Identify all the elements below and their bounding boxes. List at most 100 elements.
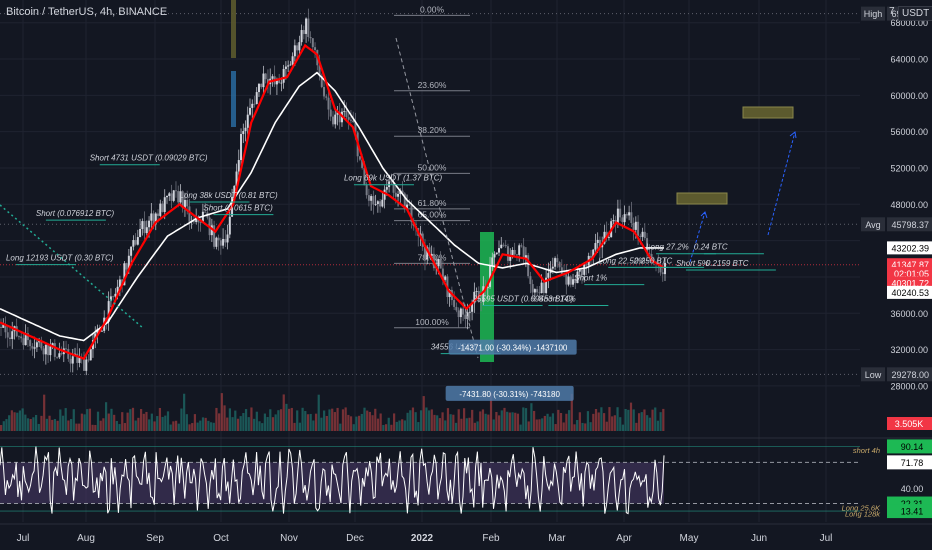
candle-body[interactable] [630,212,633,224]
candle-body[interactable] [20,336,23,339]
candle-body[interactable] [305,18,308,34]
candle-body[interactable] [325,96,328,98]
candle-body[interactable] [22,338,25,346]
candle-body[interactable] [228,216,231,235]
candle-body[interactable] [500,244,503,249]
candle-body[interactable] [71,356,74,364]
candle-body[interactable] [349,119,352,121]
candle-body[interactable] [17,336,20,338]
candle-body[interactable] [58,353,61,358]
candle-body[interactable] [235,171,238,186]
candle-body[interactable] [2,324,5,328]
candle-body[interactable] [542,282,545,293]
candle-body[interactable] [401,190,404,194]
candle-body[interactable] [509,255,512,261]
candle-body[interactable] [192,221,195,223]
candle-body[interactable] [390,181,393,183]
candle-body[interactable] [163,197,166,212]
candle-body[interactable] [327,97,330,110]
candle-body[interactable] [598,239,601,248]
candle-body[interactable] [372,196,375,205]
candle-body[interactable] [639,235,642,237]
candle-body[interactable] [217,237,220,241]
candle-body[interactable] [383,189,386,200]
candle-body[interactable] [520,245,523,247]
candle-body[interactable] [468,311,471,313]
candle-body[interactable] [179,191,182,203]
price-axis-label[interactable]: 56000.00 [890,127,928,137]
candle-body[interactable] [392,182,395,193]
candle-body[interactable] [278,79,281,84]
candle-body[interactable] [354,122,357,133]
candle-body[interactable] [255,92,258,105]
candle-body[interactable] [246,114,249,128]
candle-body[interactable] [556,258,559,263]
candle-body[interactable] [554,258,557,267]
candle-body[interactable] [320,75,323,88]
candle-body[interactable] [253,103,256,105]
candle-body[interactable] [332,116,334,125]
candle-body[interactable] [271,76,274,79]
candle-body[interactable] [159,203,162,216]
candle-body[interactable] [177,191,180,203]
price-axis-label[interactable]: 60000.00 [890,91,928,101]
candle-body[interactable] [152,213,155,224]
candle-body[interactable] [118,279,121,287]
candle-body[interactable] [480,301,483,303]
candle-body[interactable] [24,333,27,346]
candle-body[interactable] [603,231,606,244]
candle-body[interactable] [29,340,32,347]
candle-body[interactable] [311,38,314,48]
candle-body[interactable] [367,195,370,201]
candle-body[interactable] [592,249,595,258]
candle-body[interactable] [379,201,382,207]
candle-body[interactable] [89,349,92,361]
candle-body[interactable] [594,243,597,250]
price-axis-label[interactable]: 64000.00 [890,55,928,65]
time-axis-label[interactable]: Aug [77,533,95,544]
candle-body[interactable] [518,245,521,255]
candle-body[interactable] [112,296,115,298]
candle-body[interactable] [459,308,462,318]
candle-body[interactable] [428,247,431,256]
candle-body[interactable] [361,159,364,168]
candle-body[interactable] [148,220,151,228]
candle-body[interactable] [358,156,361,160]
candle-body[interactable] [296,45,299,51]
candle-body[interactable] [107,301,110,322]
candle-body[interactable] [26,333,29,341]
candle-body[interactable] [643,231,646,239]
candle-body[interactable] [188,206,191,222]
candle-body[interactable] [607,237,610,238]
candle-body[interactable] [576,271,579,284]
candle-body[interactable] [498,248,500,253]
candle-body[interactable] [242,131,245,135]
candle-body[interactable] [664,262,666,275]
candle-body[interactable] [646,238,649,254]
candle-body[interactable] [174,190,177,192]
candle-body[interactable] [466,312,469,319]
time-axis-label[interactable]: May [680,533,699,544]
candle-body[interactable] [69,358,72,364]
candle-body[interactable] [547,273,550,278]
candle-body[interactable] [127,255,130,270]
candle-body[interactable] [616,208,619,224]
candle-body[interactable] [444,276,447,280]
time-axis-label[interactable]: Nov [280,533,298,544]
candle-body[interactable] [513,249,516,255]
candle-body[interactable] [628,212,631,216]
candle-body[interactable] [612,220,615,222]
candle-body[interactable] [560,267,563,275]
candle-body[interactable] [648,253,651,255]
candle-body[interactable] [170,193,173,201]
candle-body[interactable] [641,231,644,237]
candle-body[interactable] [172,190,175,201]
price-axis-label[interactable]: 32000.00 [890,345,928,355]
candle-body[interactable] [471,303,474,312]
candle-body[interactable] [300,30,303,43]
candle-body[interactable] [302,30,305,34]
candle-body[interactable] [15,326,18,337]
candle-body[interactable] [280,82,283,84]
candle-body[interactable] [42,348,45,355]
